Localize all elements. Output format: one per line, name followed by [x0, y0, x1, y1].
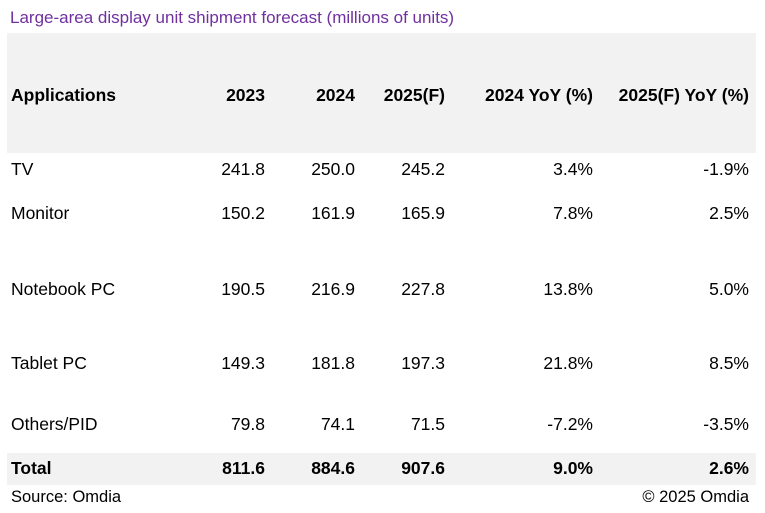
cell-2025f: 165.9 — [401, 203, 445, 223]
cell-2025f-yoy: -1.9% — [703, 159, 749, 179]
cell-2024: 74.1 — [320, 414, 355, 434]
header-2025f: 2025(F) — [383, 85, 445, 105]
header-applications: Applications — [11, 85, 117, 105]
header-2023: 2023 — [226, 85, 265, 105]
cell-2024-yoy: 13.8% — [543, 279, 593, 299]
row-label: Tablet PC — [11, 353, 87, 373]
cell-2025f: 197.3 — [401, 353, 445, 373]
row-label: Others/PID — [11, 414, 98, 434]
header-2024: 2024 — [316, 85, 355, 105]
total-2023: 811.6 — [222, 458, 265, 478]
total-2024: 884.6 — [311, 458, 355, 478]
cell-2023: 149.3 — [221, 353, 265, 373]
cell-2023: 150.2 — [221, 203, 265, 223]
cell-2023: 190.5 — [221, 279, 265, 299]
total-label: Total — [11, 458, 52, 478]
total-2025f-yoy: 2.6% — [709, 458, 749, 478]
cell-2025f-yoy: 5.0% — [709, 279, 749, 299]
row-label: TV — [11, 159, 34, 179]
cell-2024-yoy: 7.8% — [553, 203, 593, 223]
header-background — [7, 33, 756, 153]
cell-2024: 161.9 — [311, 203, 355, 223]
cell-2025f-yoy: 2.5% — [709, 203, 749, 223]
header-2025f-yoy: 2025(F) YoY (%) — [618, 85, 749, 105]
row-label: Notebook PC — [11, 279, 116, 299]
total-row-background — [7, 453, 756, 485]
source-note: Source: Omdia — [11, 488, 122, 506]
cell-2025f: 71.5 — [410, 414, 445, 434]
total-2024-yoy: 9.0% — [553, 458, 593, 478]
cell-2023: 241.8 — [221, 159, 265, 179]
total-2025f: 907.6 — [401, 458, 445, 478]
copyright-note: © 2025 Omdia — [642, 488, 749, 506]
cell-2025f: 227.8 — [401, 279, 445, 299]
cell-2024-yoy: 3.4% — [553, 159, 593, 179]
header-2024-yoy: 2024 YoY (%) — [485, 85, 593, 105]
cell-2024: 250.0 — [311, 159, 355, 179]
cell-2024-yoy: -7.2% — [547, 414, 593, 434]
cell-2023: 79.8 — [230, 414, 265, 434]
table-title: Large-area display unit shipment forecas… — [10, 8, 455, 27]
cell-2025f-yoy: 8.5% — [709, 353, 749, 373]
cell-2024-yoy: 21.8% — [543, 353, 593, 373]
cell-2024: 216.9 — [311, 279, 355, 299]
cell-2025f-yoy: -3.5% — [703, 414, 749, 434]
row-label: Monitor — [11, 203, 70, 223]
cell-2024: 181.8 — [311, 353, 355, 373]
cell-2025f: 245.2 — [401, 159, 445, 179]
